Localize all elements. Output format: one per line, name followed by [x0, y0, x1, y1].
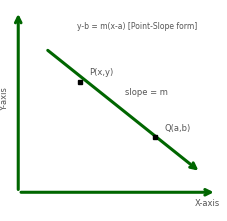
- Text: slope = m: slope = m: [125, 88, 168, 97]
- Text: Q(a,b): Q(a,b): [163, 124, 190, 133]
- Text: y-b = m(x-a) [Point-Slope form]: y-b = m(x-a) [Point-Slope form]: [76, 22, 196, 31]
- Text: X-axis: X-axis: [194, 199, 219, 208]
- Text: Y-axis: Y-axis: [0, 88, 9, 111]
- Text: P(x,y): P(x,y): [89, 68, 113, 77]
